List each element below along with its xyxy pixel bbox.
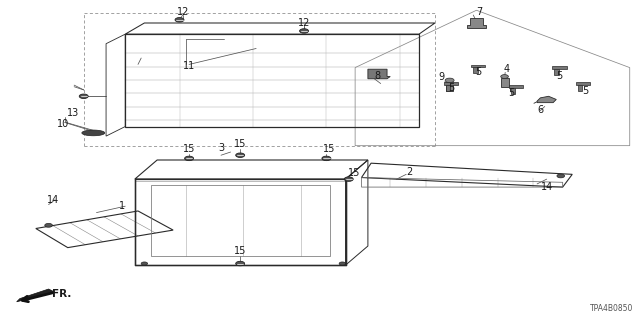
Text: 5: 5	[556, 71, 563, 81]
Circle shape	[236, 153, 244, 157]
Text: 2: 2	[406, 167, 413, 177]
Bar	[471, 65, 485, 67]
Text: 9: 9	[438, 72, 444, 82]
Text: 15: 15	[348, 168, 360, 178]
Text: TPA4B0850: TPA4B0850	[589, 304, 633, 313]
Text: FR.: FR.	[52, 289, 71, 299]
Text: 5: 5	[448, 83, 454, 93]
Circle shape	[445, 78, 454, 83]
Bar	[509, 85, 523, 88]
Text: 3: 3	[218, 143, 224, 153]
Circle shape	[175, 18, 184, 22]
Text: 12: 12	[177, 7, 189, 17]
Polygon shape	[82, 130, 105, 136]
Polygon shape	[467, 18, 486, 28]
Circle shape	[300, 29, 308, 33]
Circle shape	[45, 223, 52, 227]
Circle shape	[236, 261, 244, 266]
Bar	[552, 66, 566, 69]
Text: 15: 15	[234, 246, 246, 256]
Bar	[578, 85, 582, 91]
Bar	[576, 82, 590, 85]
Text: 8: 8	[374, 71, 381, 81]
Text: 4: 4	[504, 64, 510, 74]
Text: 10: 10	[56, 119, 68, 129]
Circle shape	[184, 156, 193, 161]
Circle shape	[557, 174, 564, 178]
Text: 15: 15	[234, 139, 246, 149]
Text: 15: 15	[183, 144, 195, 154]
Polygon shape	[368, 69, 390, 79]
Polygon shape	[17, 289, 55, 302]
Text: 5: 5	[508, 88, 515, 98]
Circle shape	[344, 177, 353, 181]
Circle shape	[79, 94, 88, 99]
Circle shape	[141, 262, 148, 265]
Text: 5: 5	[582, 86, 588, 97]
Text: 12: 12	[298, 18, 310, 28]
Polygon shape	[537, 96, 556, 103]
Text: 6: 6	[537, 105, 543, 115]
Bar	[511, 88, 515, 94]
Text: 1: 1	[119, 201, 125, 211]
Text: 13: 13	[67, 108, 79, 118]
Bar	[554, 69, 559, 75]
Text: 14: 14	[541, 182, 553, 192]
Bar	[444, 82, 458, 85]
Text: 14: 14	[47, 195, 59, 205]
Bar	[446, 82, 454, 92]
Circle shape	[322, 156, 331, 161]
Text: 5: 5	[476, 68, 481, 77]
Bar	[446, 85, 451, 91]
Text: 15: 15	[323, 144, 336, 154]
Circle shape	[339, 262, 346, 265]
Circle shape	[500, 75, 508, 78]
Text: 7: 7	[477, 6, 483, 17]
Text: 11: 11	[183, 61, 195, 71]
Bar	[473, 67, 477, 73]
Bar	[500, 78, 509, 87]
